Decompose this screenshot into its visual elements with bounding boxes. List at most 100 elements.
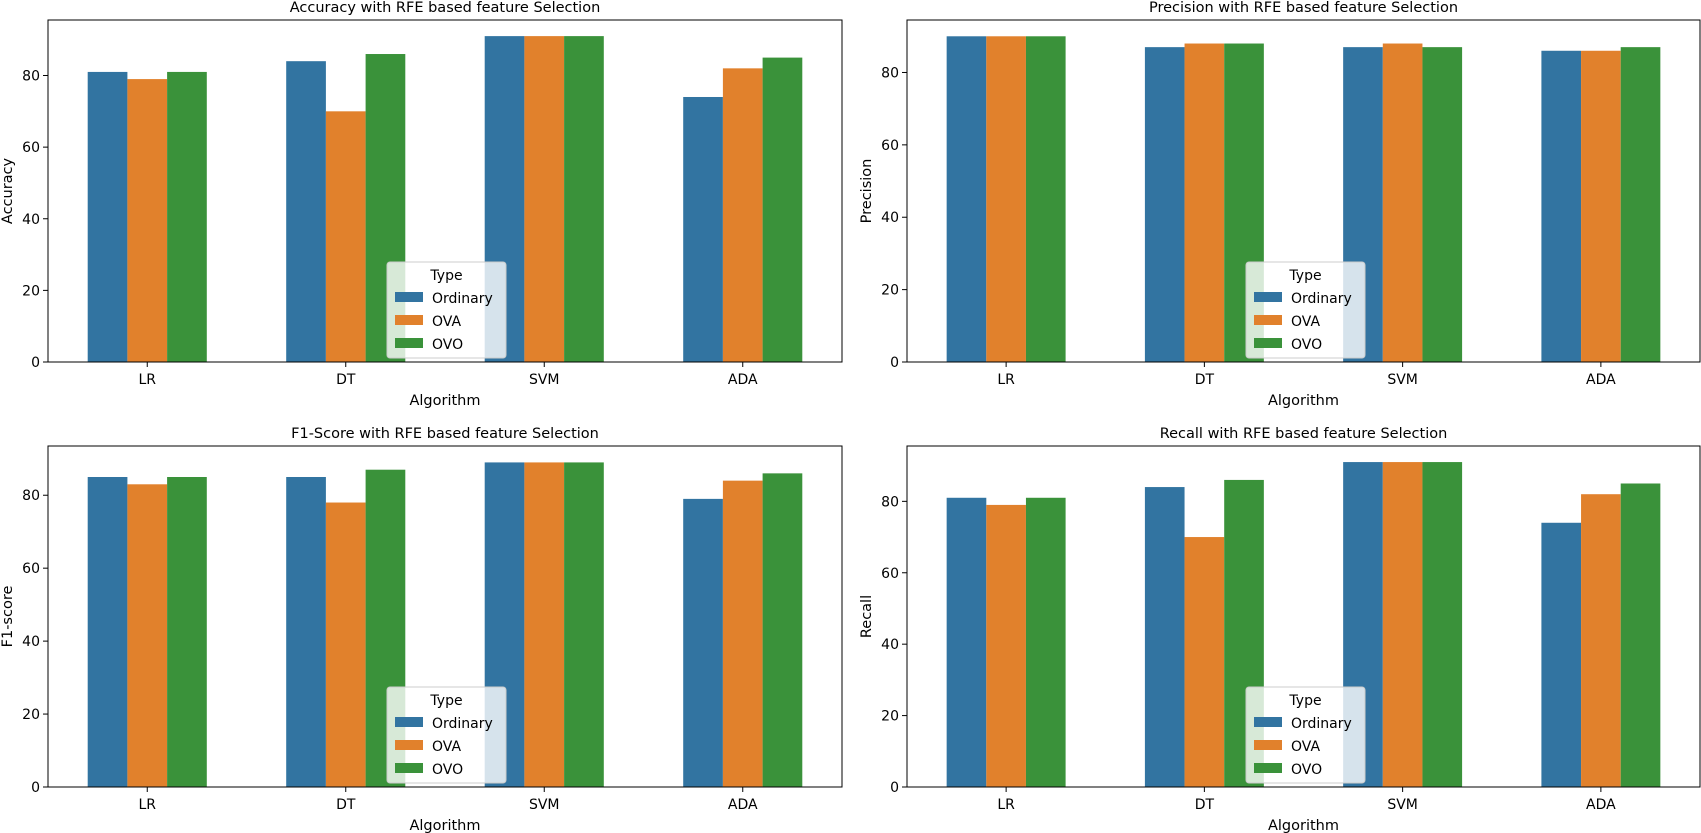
x-tick-label: LR — [997, 797, 1015, 813]
y-tick-label: 60 — [22, 561, 40, 577]
legend-label-ordinary: Ordinary — [432, 716, 493, 732]
x-axis-label: Algorithm — [409, 818, 480, 833]
chart-title: Accuracy with RFE based feature Selectio… — [290, 0, 601, 16]
legend-box — [386, 261, 507, 359]
bar-lr-ovo — [167, 71, 207, 363]
legend-label-ovo: OVO — [1291, 337, 1322, 353]
legend-label-ovo: OVO — [432, 762, 463, 778]
y-axis-label: Recall — [859, 595, 875, 638]
bar-lr-ovo — [1025, 36, 1066, 363]
axes-frame — [906, 19, 1701, 363]
x-axis-label: Algorithm — [1268, 818, 1339, 833]
y-tick-label: 40 — [22, 634, 40, 650]
legend-box — [1245, 686, 1366, 784]
legend-label-ordinary: Ordinary — [1291, 716, 1352, 732]
legend-box — [1245, 261, 1366, 359]
bar-svm-ovo — [564, 462, 604, 787]
bar-dt-ova — [1184, 43, 1225, 363]
bar-lr-ova — [127, 484, 168, 787]
bar-lr-ova — [986, 504, 1026, 787]
legend-swatch-ordinary — [1254, 717, 1282, 727]
bar-svm-ovo — [1422, 462, 1463, 787]
legend-label-ova: OVA — [432, 739, 461, 755]
x-tick-label: SVM — [529, 797, 560, 813]
legend: Type Ordinary OVA OVO — [386, 261, 507, 359]
bar-ada-ordinary — [683, 96, 723, 363]
legend-swatch-ordinary — [395, 292, 423, 302]
bar-dt-ordinary — [1144, 47, 1185, 363]
y-tick-label: 0 — [31, 780, 40, 796]
chart-title: Recall with RFE based feature Selection — [1160, 426, 1448, 442]
bar-svm-ovo — [1422, 47, 1463, 363]
legend-swatch-ovo — [395, 338, 423, 348]
y-tick-label: 40 — [881, 210, 899, 226]
bar-dt-ova — [1184, 537, 1225, 787]
bar-dt-ordinary — [1144, 487, 1185, 787]
legend-label-ordinary: Ordinary — [1291, 291, 1352, 307]
bar-lr-ovo — [1025, 497, 1066, 787]
bar-svm-ova — [524, 462, 565, 787]
legend-label-ovo: OVO — [1291, 762, 1322, 778]
y-tick-label: 40 — [22, 212, 40, 228]
x-tick-label: DT — [336, 797, 356, 813]
y-axis-label: F1-score — [0, 586, 16, 648]
legend-title: Type — [429, 268, 462, 284]
bar-ada-ovo — [762, 473, 803, 787]
bar-ada-ordinary — [1541, 522, 1582, 787]
x-tick-label: SVM — [1387, 797, 1418, 813]
y-tick-label: 60 — [22, 140, 40, 156]
legend-swatch-ova — [1254, 315, 1282, 325]
x-axis-label: Algorithm — [409, 393, 480, 409]
bar-ada-ovo — [762, 57, 803, 363]
bar-lr-ordinary — [87, 71, 128, 363]
legend-label-ordinary: Ordinary — [432, 291, 493, 307]
legend-label-ova: OVA — [1291, 739, 1320, 755]
bar-dt-ova — [325, 111, 366, 363]
x-tick-label: ADA — [1586, 372, 1616, 388]
y-tick-label: 0 — [890, 780, 899, 796]
bar-lr-ordinary — [87, 477, 128, 787]
legend: Type Ordinary OVA OVO — [1245, 261, 1366, 359]
bar-svm-ova — [1382, 462, 1423, 787]
legend-swatch-ova — [395, 740, 423, 750]
y-tick-label: 80 — [22, 488, 40, 504]
y-tick-label: 20 — [881, 283, 899, 299]
legend-swatch-ovo — [395, 763, 423, 773]
legend-title: Type — [429, 693, 462, 709]
x-tick-label: LR — [138, 797, 156, 813]
x-tick-label: LR — [997, 372, 1015, 388]
y-axis-label: Precision — [859, 159, 875, 224]
chart-panel-0: Accuracy with RFE based feature Selectio… — [0, 0, 843, 409]
y-tick-label: 0 — [890, 355, 899, 371]
bar-dt-ordinary — [286, 477, 326, 787]
y-tick-label: 80 — [881, 494, 899, 510]
y-tick-label: 20 — [881, 709, 899, 725]
bar-ada-ovo — [1620, 47, 1661, 363]
bar-lr-ova — [986, 36, 1026, 363]
axes-frame — [47, 445, 843, 788]
x-tick-label: SVM — [529, 372, 560, 388]
bar-dt-ova — [325, 502, 366, 787]
x-tick-label: LR — [138, 372, 156, 388]
bar-ada-ovo — [1620, 483, 1661, 787]
x-axis-label: Algorithm — [1268, 393, 1339, 409]
bar-lr-ovo — [167, 477, 207, 787]
bar-ada-ordinary — [1541, 50, 1582, 363]
y-tick-label: 80 — [881, 65, 899, 81]
chart-panel-3: Recall with RFE based feature Selection 0… — [859, 426, 1701, 833]
bar-ada-ordinary — [683, 498, 723, 787]
bar-lr-ordinary — [946, 36, 987, 363]
legend-title: Type — [1288, 268, 1321, 284]
x-tick-label: SVM — [1387, 372, 1418, 388]
legend-label-ova: OVA — [432, 314, 461, 330]
chart-panel-2: F1-Score with RFE based feature Selectio… — [0, 426, 843, 833]
y-tick-label: 60 — [881, 566, 899, 582]
bar-svm-ovo — [564, 36, 604, 363]
y-tick-label: 40 — [881, 637, 899, 653]
x-tick-label: ADA — [1586, 797, 1616, 813]
bar-lr-ova — [127, 79, 168, 363]
y-tick-label: 0 — [31, 355, 40, 371]
x-tick-label: DT — [1195, 797, 1215, 813]
legend-label-ova: OVA — [1291, 314, 1320, 330]
